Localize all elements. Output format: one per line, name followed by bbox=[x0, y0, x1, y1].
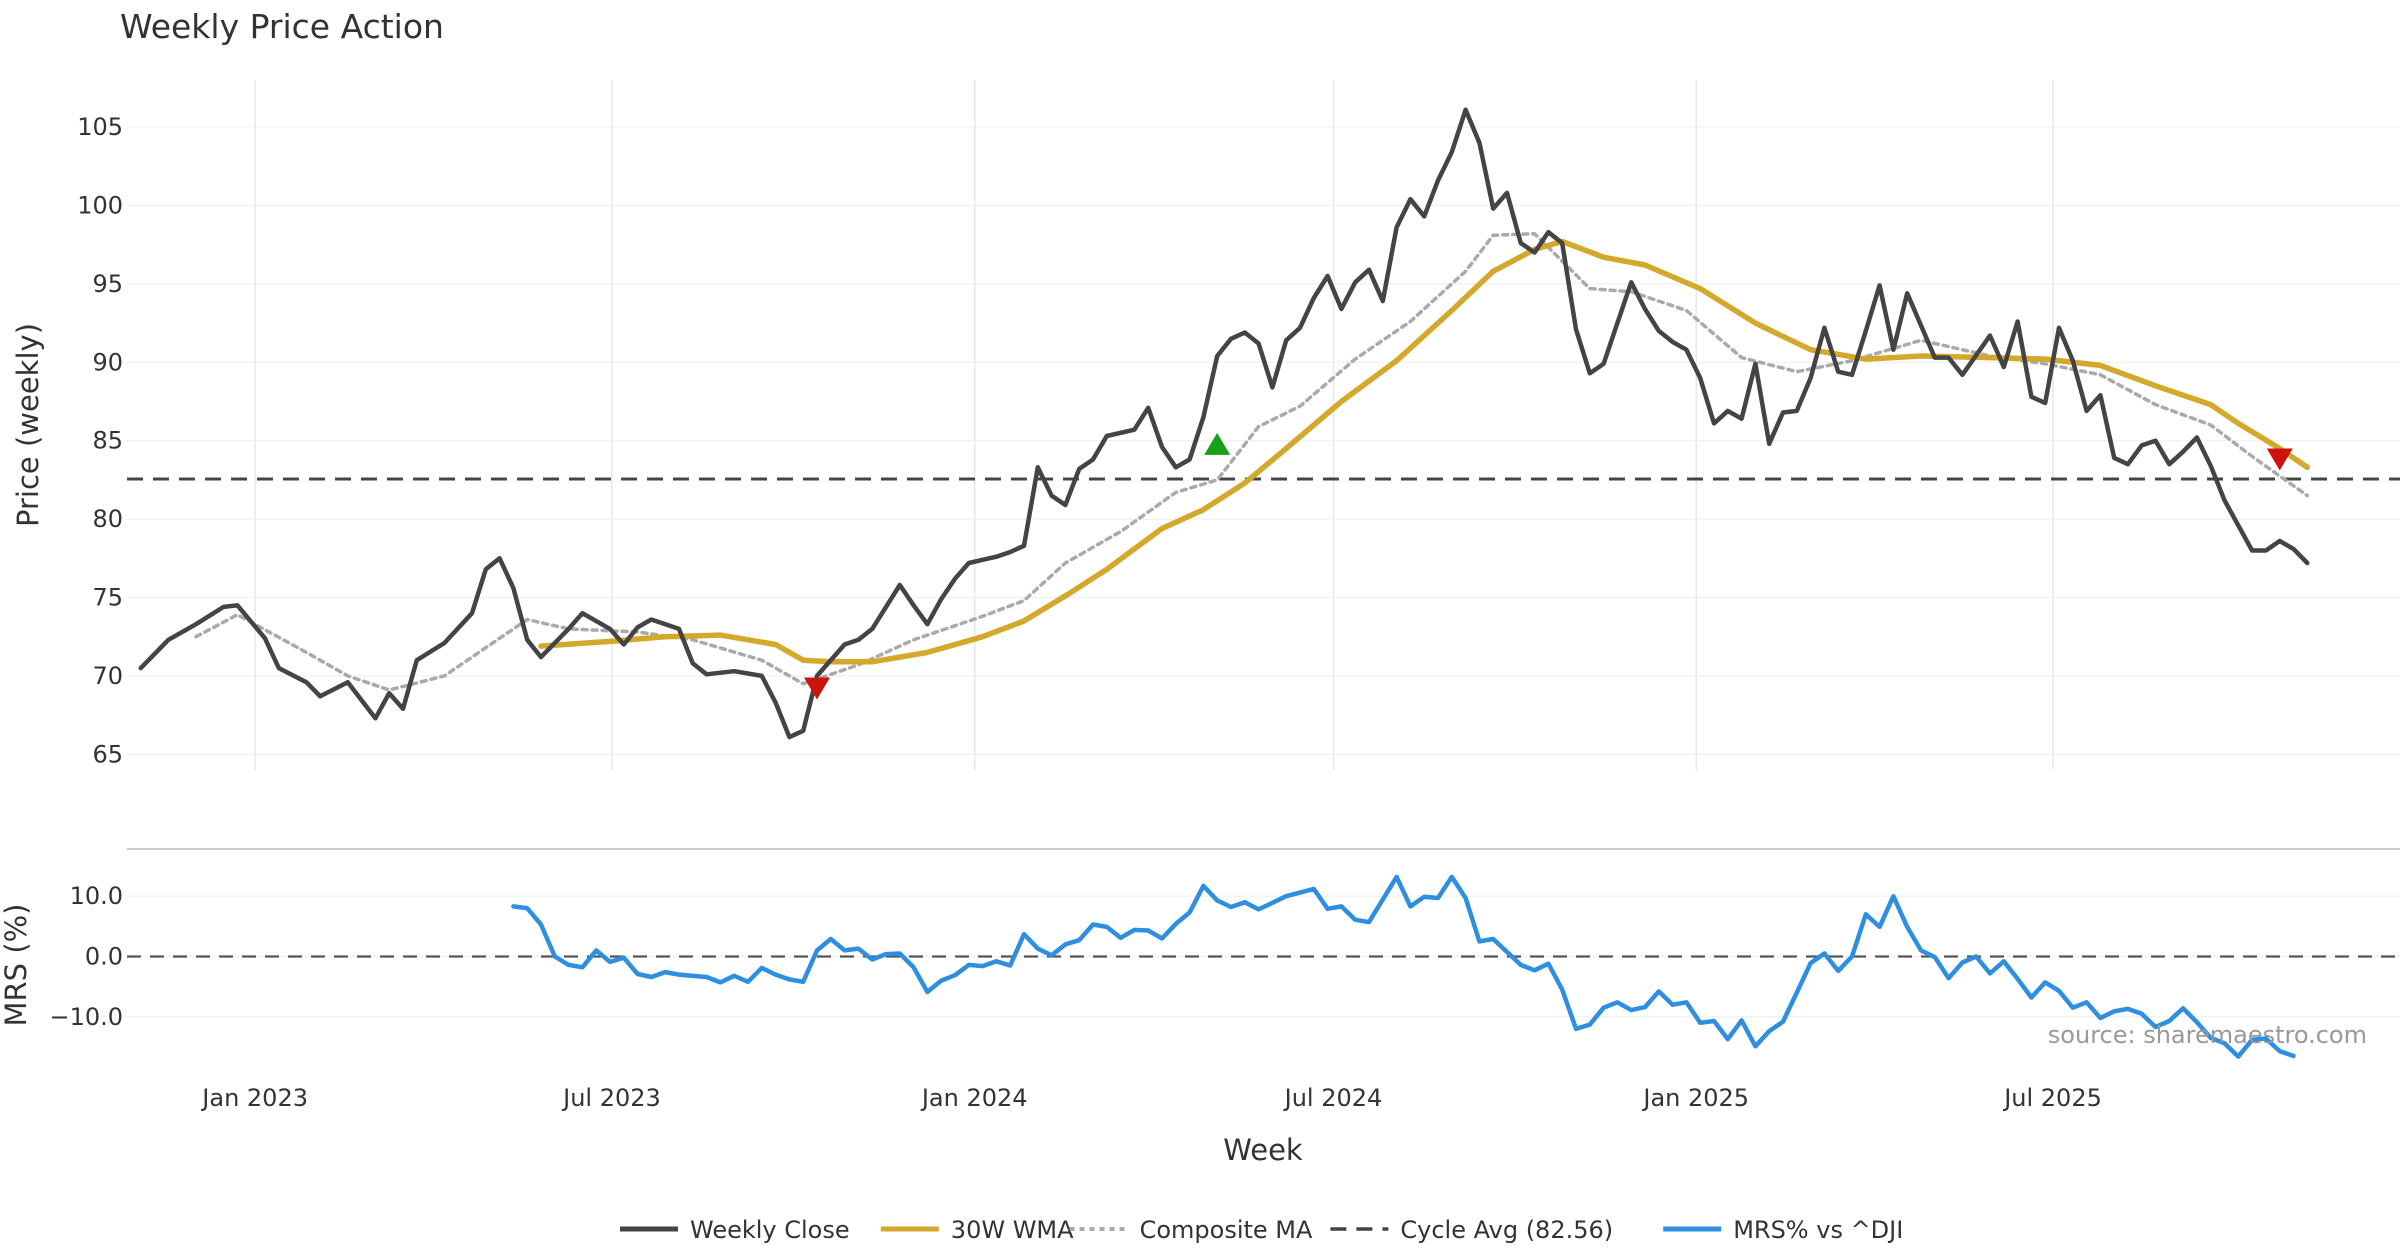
legend-label: 30W WMA bbox=[951, 1216, 1074, 1244]
price-y-tick-label: 90 bbox=[92, 348, 123, 376]
price-y-tick-label: 80 bbox=[92, 505, 123, 533]
price-y-tick-label: 105 bbox=[77, 113, 123, 141]
price-y-tick-label: 95 bbox=[92, 270, 123, 298]
x-tick-label: Jul 2024 bbox=[1283, 1084, 1383, 1112]
price-y-ticks: 65 70 75 80 85 90 95 100 105 bbox=[77, 113, 123, 768]
price-series bbox=[127, 107, 2400, 740]
x-axis-label: Week bbox=[1223, 1133, 1303, 1167]
legend-label: MRS% vs ^DJI bbox=[1733, 1216, 1903, 1244]
price-axis-label: Price (weekly) bbox=[11, 323, 45, 527]
buy-signal-marker bbox=[1204, 432, 1231, 455]
mrs-series bbox=[127, 874, 2400, 1059]
price-y-tick-label: 100 bbox=[77, 191, 123, 219]
chart-title: Weekly Price Action bbox=[120, 7, 444, 46]
x-ticks: Jan 2023 Jul 2023 Jan 2024 Jul 2024 Jan 2025… bbox=[200, 1084, 2102, 1112]
x-tick-label: Jan 2023 bbox=[200, 1084, 308, 1112]
signal-markers bbox=[803, 432, 2293, 700]
sell-signal-marker bbox=[803, 677, 830, 700]
legend-label: Weekly Close bbox=[690, 1216, 850, 1244]
x-tick-label: Jul 2023 bbox=[561, 1084, 661, 1112]
sell-signal-marker bbox=[2266, 448, 2293, 471]
legend-label: Composite MA bbox=[1140, 1216, 1313, 1244]
source-credit: source: sharemaestro.com bbox=[2048, 1021, 2367, 1049]
mrs-y-tick-label: −10.0 bbox=[49, 1003, 123, 1031]
composite-ma-line bbox=[194, 231, 2310, 692]
price-y-tick-label: 70 bbox=[92, 662, 123, 690]
price-y-tick-label: 65 bbox=[92, 740, 123, 768]
legend: Weekly Close 30W WMA Composite MA Cycle Avg… bbox=[620, 1216, 1903, 1244]
x-tick-label: Jul 2025 bbox=[2002, 1084, 2102, 1112]
price-gridlines bbox=[127, 80, 2400, 770]
x-tick-label: Jan 2024 bbox=[920, 1084, 1028, 1112]
wma-30w-line bbox=[538, 238, 2311, 665]
mrs-y-tick-label: 10.0 bbox=[70, 882, 123, 910]
price-y-tick-label: 75 bbox=[92, 584, 123, 612]
mrs-line bbox=[511, 874, 2296, 1059]
legend-label: Cycle Avg (82.56) bbox=[1400, 1216, 1613, 1244]
mrs-axis-label: MRS (%) bbox=[0, 904, 33, 1027]
x-tick-label: Jan 2025 bbox=[1641, 1084, 1749, 1112]
price-y-tick-label: 85 bbox=[92, 427, 123, 455]
mrs-y-ticks: −10.0 0.0 10.0 bbox=[49, 882, 123, 1031]
mrs-y-tick-label: 0.0 bbox=[85, 942, 123, 970]
weekly-close-line bbox=[138, 107, 2310, 740]
